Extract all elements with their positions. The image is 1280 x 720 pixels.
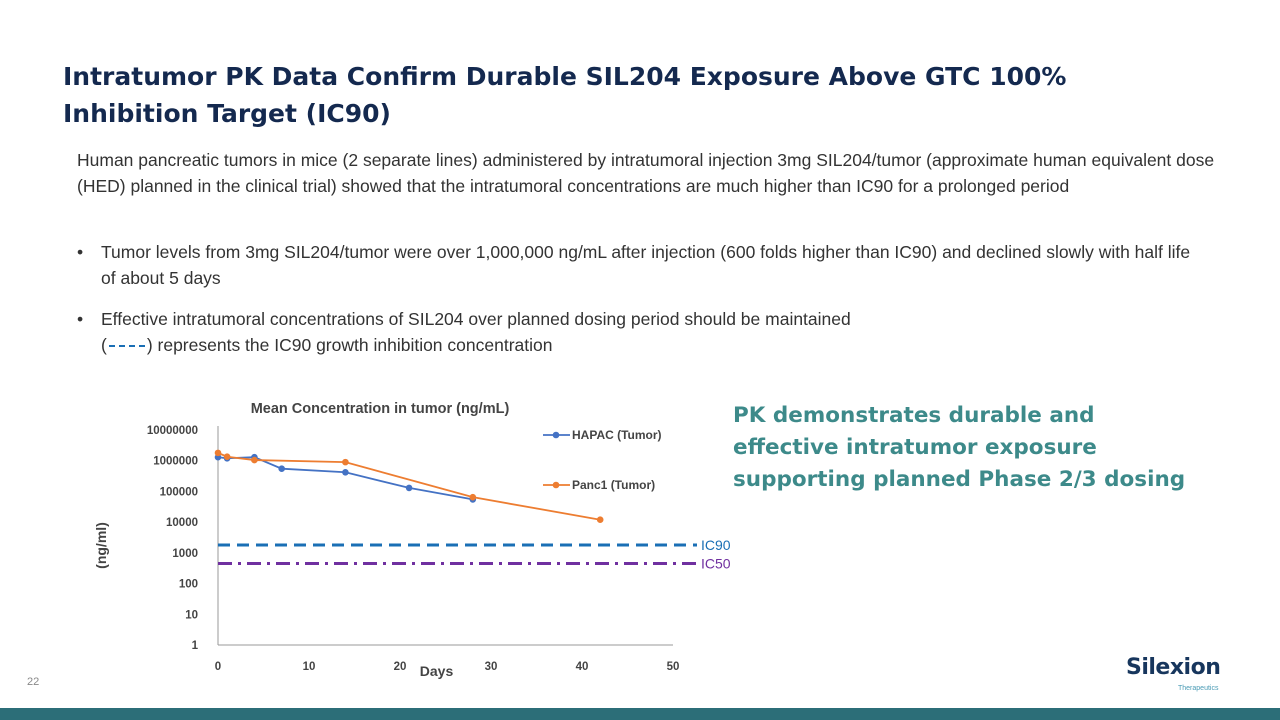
data-point (223, 453, 231, 461)
bullet-item-tumor-levels: Tumor levels from 3mg SIL204/tumor were … (77, 240, 1197, 291)
logo-wordmark: Silexion (1126, 655, 1221, 680)
data-point (278, 465, 285, 472)
legend-open-paren: ( (101, 334, 107, 355)
x-tick-label: 40 (576, 661, 589, 673)
legend-description: ) represents the IC90 growth inhibition … (146, 334, 553, 355)
legend-swatch-marker (552, 481, 560, 489)
concentration-chart: Mean Concentration in tumor (ng/mL) 1 10 10… (80, 385, 740, 690)
page-number: 22 (27, 676, 40, 688)
data-point (214, 449, 222, 457)
y-tick-label: 1000000 (153, 456, 198, 468)
data-point (251, 456, 258, 464)
y-axis-label: (ng/ml) (93, 522, 109, 569)
x-axis-label: Days (420, 663, 454, 679)
data-point (596, 516, 604, 524)
y-tick-label: 1000 (172, 548, 198, 560)
data-point (342, 458, 349, 466)
legend-label: Panc1 (Tumor) (572, 478, 655, 492)
x-tick-label: 0 (215, 661, 221, 673)
y-tick-label: 10 (185, 609, 198, 621)
chart-title: Mean Concentration in tumor (ng/mL) (251, 401, 510, 417)
y-tick-label: 100 (179, 579, 198, 591)
y-tick-label: 10000000 (147, 425, 198, 437)
bullet-list: Tumor levels from 3mg SIL204/tumor were … (77, 240, 1197, 374)
x-tick-label: 30 (485, 661, 498, 673)
x-tick-label: 10 (303, 661, 316, 673)
x-tick-label: 20 (394, 661, 407, 673)
reference-label-ic50: IC50 (701, 556, 731, 572)
y-tick-label: 1 (192, 640, 199, 652)
logo-subtext: Therapeutics (1178, 685, 1219, 692)
reference-label-ic90: IC90 (701, 537, 731, 553)
x-tick-label: 50 (667, 661, 680, 673)
data-point (342, 468, 349, 476)
footer-bar (0, 708, 1280, 720)
legend-label: HAPAC (Tumor) (572, 428, 662, 442)
pk-summary-callout: PK demonstrates durable and effective in… (733, 403, 1186, 492)
ic90-dash-legend-icon (108, 344, 145, 347)
data-point (405, 484, 413, 492)
y-tick-label: 100000 (160, 486, 198, 498)
intro-paragraph: Human pancreatic tumors in mice (2 separ… (77, 150, 1215, 196)
company-logo: Silexion Therapeutics (1126, 655, 1226, 695)
y-tick-label: 10000 (166, 517, 198, 529)
slide-title: Intratumor PK Data Confirm Durable SIL20… (63, 62, 1067, 128)
data-point (469, 493, 477, 501)
bullet-text: Effective intratumoral concentrations of… (101, 309, 851, 329)
bullet-item-effective-concentrations: Effective intratumoral concentrations of… (77, 307, 1197, 358)
chart-svg: Mean Concentration in tumor (ng/mL) 1 10 10… (93, 401, 731, 679)
legend-swatch-marker (552, 431, 560, 439)
